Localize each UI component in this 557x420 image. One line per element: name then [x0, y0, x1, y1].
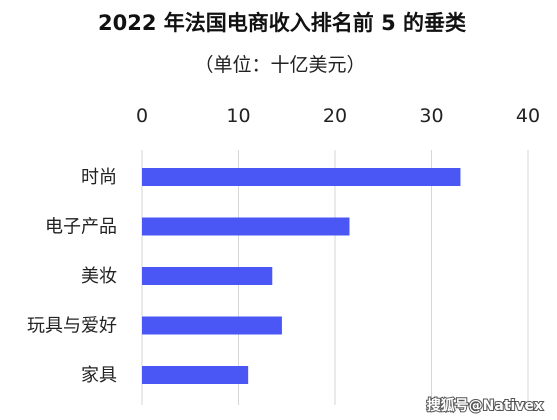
category-label: 美妆 [81, 266, 117, 287]
x-tick-label: 10 [226, 105, 250, 127]
x-tick-label: 20 [323, 105, 347, 127]
category-label: 时尚 [81, 167, 117, 188]
category-label: 家具 [81, 365, 117, 386]
bar [142, 217, 350, 236]
x-tick-label: 40 [516, 105, 540, 127]
x-tick-label: 30 [419, 105, 443, 127]
bar [142, 316, 282, 335]
chart-title: 2022 年法国电商收入排名前 5 的垂类 [98, 11, 467, 35]
bar [142, 168, 461, 186]
bar [142, 366, 249, 384]
x-tick-label: 0 [136, 105, 148, 127]
bars [142, 168, 461, 384]
chart-subtitle: （单位：十亿美元） [194, 54, 365, 76]
x-axis-ticks: 0 10 20 30 40 [136, 105, 540, 127]
watermark: 搜狐号@Nativex [427, 397, 543, 414]
gridlines [141, 150, 529, 405]
bar [142, 267, 273, 285]
category-label: 玩具与爱好 [27, 316, 117, 337]
category-label: 电子产品 [45, 217, 117, 238]
